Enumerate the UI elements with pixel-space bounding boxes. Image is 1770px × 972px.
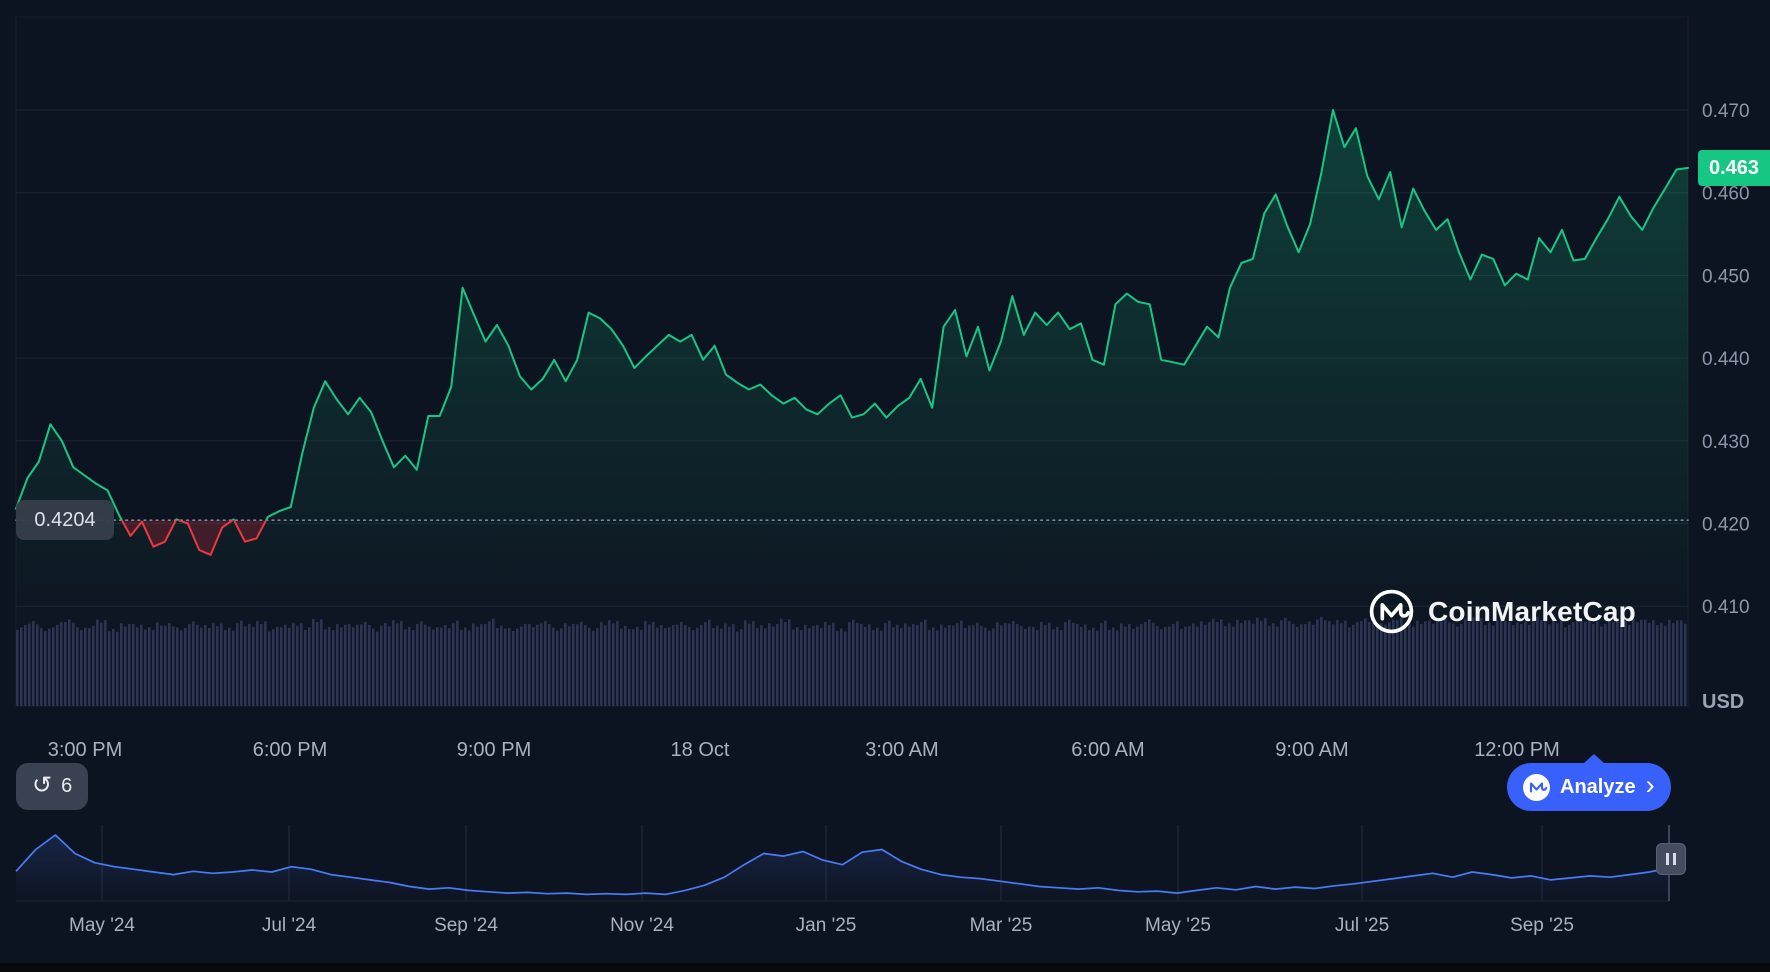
y-axis-label: 0.450 [1702,266,1750,287]
x-axis-label[interactable]: 18 Oct [671,739,730,761]
x-axis-label[interactable]: 3:00 PM [48,739,122,761]
previous-close-label: 0.4204 [16,500,114,540]
navigator-axis-label[interactable]: Jan '25 [796,915,857,936]
watermark: CoinMarketCap [1368,588,1636,635]
history-badge[interactable]: ↺ 6 [16,763,88,810]
x-axis-label[interactable]: 3:00 AM [865,739,938,761]
x-axis: 3:00 PM 6:00 PM 9:00 PM 18 Oct 3:00 AM 6:00 A… [48,739,1560,761]
navigator-area-fill [16,835,1669,901]
coinmarketcap-chart-page: 0.470 0.460 0.450 0.440 0.430 0.420 0.410 3:00 … [0,0,1770,972]
navigator-axis-label[interactable]: May '25 [1145,915,1211,936]
y-axis-label: 0.420 [1702,515,1750,536]
x-axis-label[interactable]: 9:00 PM [457,739,531,761]
y-axis-label: 0.410 [1702,597,1750,618]
navigator-handle[interactable] [1656,843,1686,875]
analyze-label: Analyze [1560,776,1636,799]
x-axis-label[interactable]: 9:00 AM [1275,739,1348,761]
tooltip-arrow [1583,754,1605,764]
chevron-right-icon: › [1646,775,1655,797]
navigator-axis-label[interactable]: Mar '25 [970,915,1033,936]
navigator-axis-label[interactable]: Sep '25 [1510,915,1574,936]
navigator-axis-label[interactable]: May '24 [69,915,135,936]
x-axis-label[interactable]: 12:00 PM [1474,739,1560,761]
navigator-axis-label[interactable]: Jul '24 [262,915,317,936]
price-chart-canvas[interactable]: 0.470 0.460 0.450 0.440 0.430 0.420 0.410 3:00 … [0,0,1770,972]
navigator-axis-label[interactable]: Nov '24 [610,915,674,936]
navigator-axis-label[interactable]: Jul '25 [1335,915,1389,936]
x-axis-label[interactable]: 6:00 PM [253,739,327,761]
history-icon: ↺ [32,774,52,798]
analyze-button[interactable]: Analyze › [1507,763,1671,811]
watermark-text: CoinMarketCap [1428,596,1636,628]
y-axis-label: 0.440 [1702,349,1750,370]
navigator[interactable] [16,825,1669,901]
x-axis-label[interactable]: 6:00 AM [1071,739,1144,761]
y-axis-label: 0.430 [1702,432,1750,453]
y-axis-label: 0.470 [1702,101,1750,122]
y-axis-label: 0.460 [1702,184,1750,205]
navigator-axis-label[interactable]: Sep '24 [434,915,498,936]
navigator-axis: May '24 Jul '24 Sep '24 Nov '24 Jan '25 Mar '… [69,915,1574,936]
usd-axis-label: USD [1702,691,1744,714]
bottom-strip [0,963,1770,972]
coinmarketcap-logo-icon [1368,588,1415,635]
cmc-logo-icon [1523,774,1550,801]
current-price-badge: 0.463 [1698,150,1770,186]
history-count: 6 [61,775,72,798]
